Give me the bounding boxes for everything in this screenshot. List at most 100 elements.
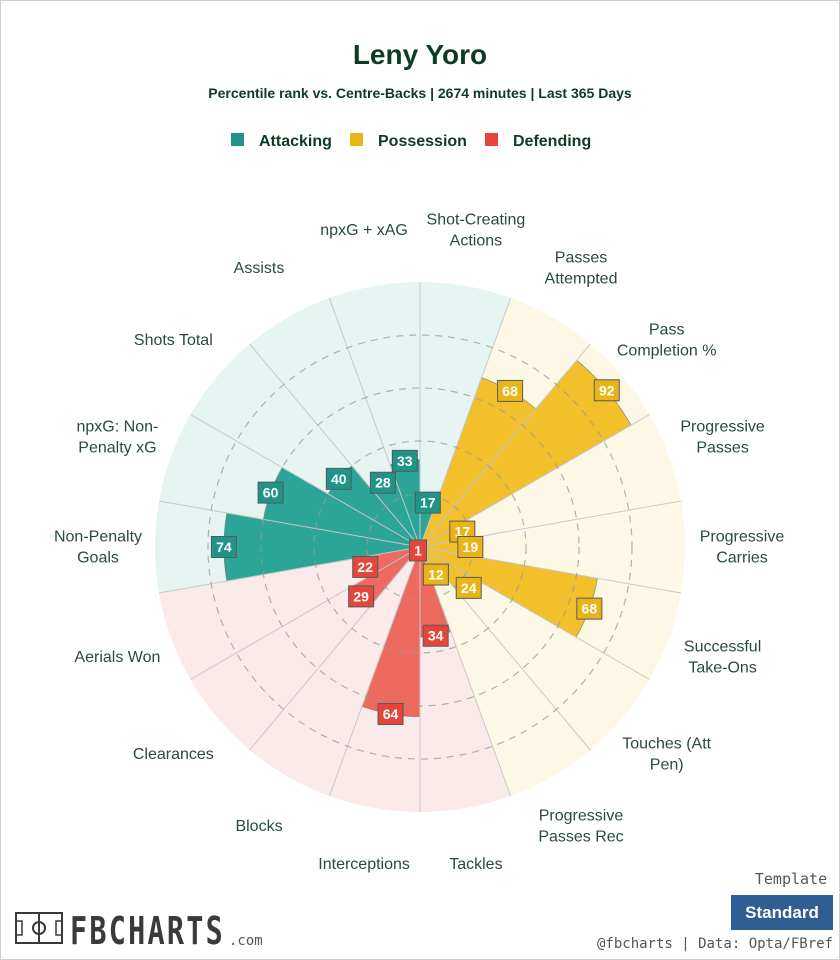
- value-tag-box: [409, 539, 427, 562]
- category-label: Tackles: [449, 856, 502, 873]
- logo-text: FBCHARTS: [70, 909, 225, 953]
- category-label: Pass Completion %: [617, 322, 717, 360]
- value-tag-box: [422, 563, 449, 586]
- category-label: Interceptions: [318, 856, 410, 873]
- template-button-bg[interactable]: [731, 895, 833, 930]
- value-tag-text: 1: [414, 542, 422, 558]
- category-label-line: Progressive: [700, 529, 785, 546]
- category-label-line: Assists: [234, 260, 285, 277]
- value-tag: 40: [325, 467, 352, 490]
- value-tag-text: 92: [599, 382, 615, 398]
- category-label-line: Passes Rec: [538, 828, 623, 845]
- value-tag-text: 17: [420, 495, 436, 511]
- value-tag: 19: [457, 536, 484, 558]
- value-tag-box: [593, 379, 620, 402]
- value-tag-text: 19: [463, 539, 479, 555]
- value-tag: 28: [369, 471, 396, 494]
- grid-ring: [207, 334, 633, 760]
- background-sector: [420, 282, 511, 547]
- value-tag-text: 40: [331, 471, 347, 487]
- category-label-line: Completion %: [617, 343, 717, 360]
- spoke-line: [419, 546, 512, 797]
- category-label-line: Passes: [696, 439, 748, 456]
- value-tag-box: [414, 491, 441, 514]
- category-label: Assists: [234, 260, 285, 277]
- value-tag: 60: [257, 481, 284, 504]
- category-label-line: Successful: [684, 639, 761, 656]
- value-tag: 74: [210, 536, 237, 558]
- category-labels: Shot-Creating Actions Passes Attempted Pass C…: [54, 211, 784, 873]
- category-label-line: npxG + xAG: [320, 222, 408, 239]
- value-tag-text: 28: [375, 475, 391, 491]
- category-label: Progressive Carries: [700, 529, 785, 567]
- value-tag-text: 24: [461, 580, 477, 596]
- pitch-icon: [15, 912, 63, 944]
- pitch-left-box: [15, 920, 23, 936]
- value-tag-text: 17: [455, 524, 471, 540]
- category-label-line: Progressive: [539, 807, 624, 824]
- spoke-line: [419, 546, 650, 680]
- category-label-line: Tackles: [449, 856, 502, 873]
- value-tag-text: 68: [582, 601, 598, 617]
- value-tag-text: 34: [428, 628, 444, 644]
- value-tag: 33: [391, 449, 418, 472]
- category-label: Progressive Passes: [680, 418, 765, 456]
- category-label-line: Shot-Creating: [427, 211, 526, 228]
- chart-title: Leny Yoro: [353, 39, 487, 70]
- category-label-line: Pass: [649, 322, 685, 339]
- value-tag-box: [457, 536, 484, 558]
- data-credit: @fbcharts | Data: Opta/FBref: [597, 936, 833, 952]
- value-tag: 12: [422, 563, 449, 586]
- value-tag: 29: [348, 585, 375, 608]
- value-tag-box: [497, 379, 524, 402]
- value-tag-text: 68: [502, 383, 518, 399]
- background-sector: [420, 414, 681, 547]
- category-label: Non-Penalty Goals: [54, 529, 142, 567]
- legend-swatch-possession: [350, 133, 363, 146]
- value-tag-box: [210, 536, 237, 558]
- legend-swatch-defending: [485, 133, 498, 146]
- background-sector: [420, 547, 591, 797]
- category-label-line: Progressive: [680, 418, 765, 435]
- value-tag-box: [422, 624, 449, 647]
- value-tag-box: [377, 703, 404, 726]
- category-label: npxG: Non- Penalty xG: [77, 418, 159, 456]
- category-label-line: Carries: [716, 550, 768, 567]
- value-tag-text: 60: [263, 485, 279, 501]
- spoke-line: [190, 414, 421, 548]
- value-tag-text: 29: [353, 588, 369, 604]
- category-label: Clearances: [133, 746, 214, 763]
- spoke-line: [158, 500, 421, 548]
- category-label: Shot-Creating Actions: [427, 211, 526, 249]
- category-label: Passes Attempted: [545, 250, 618, 288]
- value-tag-text: 12: [428, 567, 444, 583]
- grid-ring: [313, 440, 527, 654]
- spoke-line: [249, 343, 421, 548]
- value-tag: 24: [455, 576, 482, 599]
- chart-subtitle: Percentile rank vs. Centre-Backs | 2674 …: [208, 85, 632, 101]
- spoke-line: [328, 297, 421, 548]
- fbcharts-logo: FBCHARTS .com: [15, 909, 263, 953]
- category-label: Touches (Att Pen): [622, 735, 711, 773]
- value-tag: 1: [409, 539, 427, 562]
- pitch-center-circle: [32, 921, 46, 935]
- spoke-line: [419, 343, 591, 548]
- value-tag: 64: [377, 703, 404, 726]
- value-tag: 68: [497, 379, 524, 402]
- legend-label-defending: Defending: [513, 133, 591, 150]
- category-label: Successful Take-Ons: [684, 639, 761, 677]
- spoke-line: [328, 546, 421, 797]
- category-label-line: Goals: [77, 550, 119, 567]
- template-button-label[interactable]: Standard: [745, 903, 819, 922]
- template-standard-button[interactable]: Standard: [731, 895, 833, 930]
- category-label: npxG + xAG: [320, 222, 408, 239]
- value-tag: 22: [352, 555, 379, 578]
- category-label: Blocks: [235, 818, 282, 835]
- value-tag-box: [348, 585, 375, 608]
- category-label-line: npxG: Non-: [77, 418, 159, 435]
- value-tag-box: [576, 597, 603, 620]
- category-label-line: Aerials Won: [74, 649, 160, 666]
- legend: Attacking Possession Defending: [231, 133, 591, 150]
- pitch-right-box: [55, 920, 63, 936]
- template-label: Template: [755, 870, 827, 888]
